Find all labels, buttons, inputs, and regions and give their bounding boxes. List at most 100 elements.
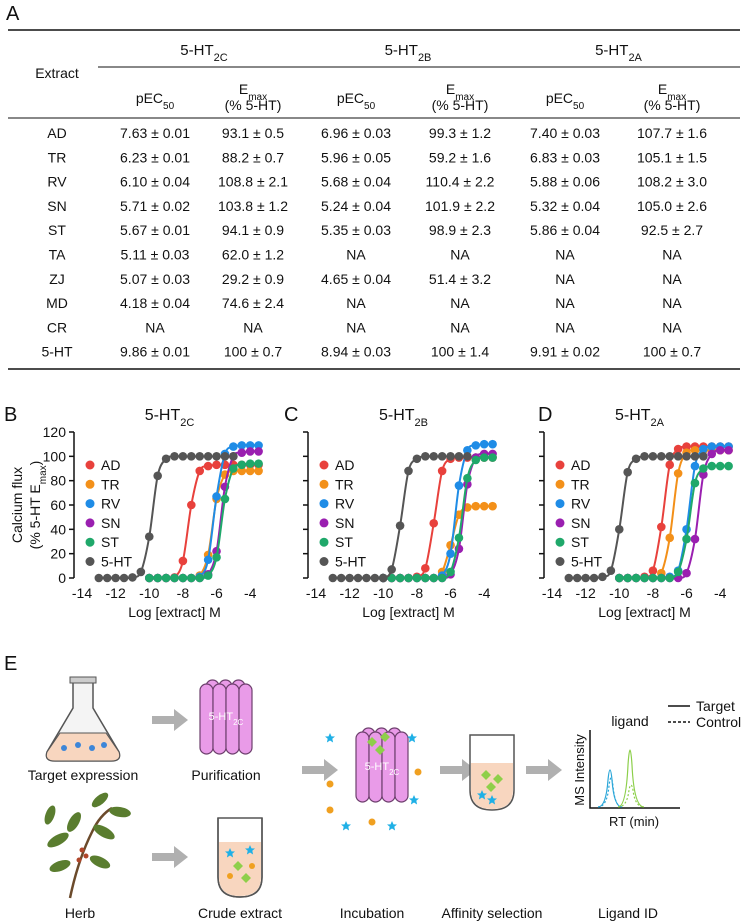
legend-label: SN <box>335 515 354 531</box>
data-point <box>245 466 255 476</box>
pec50-header-base: pEC <box>546 90 573 106</box>
x-tick-label: -14 <box>72 585 92 601</box>
panel-label: B <box>4 404 17 426</box>
fit-line <box>619 464 729 580</box>
emax-header-sub: max <box>667 92 686 103</box>
data-point <box>673 444 683 454</box>
data-point <box>690 534 700 544</box>
x-tick-label: -14 <box>306 585 326 601</box>
legend-marker <box>555 557 565 566</box>
x-axis-label: Log [extract] M <box>362 604 455 620</box>
data-point <box>479 439 489 449</box>
data-point <box>153 471 162 481</box>
y-axis-label-part: ) <box>27 461 43 466</box>
legend-marker <box>555 537 565 547</box>
receptor-label: 5-HT2C <box>365 761 400 777</box>
table-cell: 59.2 ± 1.6 <box>429 149 491 165</box>
fit-line <box>149 462 259 580</box>
data-point <box>212 452 221 461</box>
x-tick-label: -12 <box>340 585 360 601</box>
data-point <box>178 452 188 461</box>
step-label: Crude extract <box>198 905 282 921</box>
panel-label: E <box>4 653 17 675</box>
legend-marker <box>85 499 95 509</box>
y-tick-label: 0 <box>58 570 66 586</box>
row-header: 5-HT <box>41 344 73 360</box>
data-point <box>657 573 666 583</box>
table-cell: 5.35 ± 0.03 <box>321 222 391 238</box>
legend-marker <box>319 499 329 509</box>
receptor-header-sub: 2C <box>214 52 228 64</box>
receptor-label-base: 5-HT <box>209 711 234 723</box>
receptor-header-sub: 2B <box>418 52 431 64</box>
emax-header-unit: (% 5-HT) <box>225 97 282 113</box>
data-point <box>404 466 413 476</box>
data-point <box>94 573 104 583</box>
x-axis-label: Log [extract] M <box>598 604 691 620</box>
data-point <box>203 571 213 580</box>
table-cell: 4.18 ± 0.04 <box>120 295 190 311</box>
y-axis-label-part: (% 5-HT E <box>27 484 43 549</box>
data-point <box>724 461 733 471</box>
data-point <box>665 533 675 543</box>
receptor-header-base: 5-HT <box>180 42 213 59</box>
data-point <box>237 460 247 470</box>
x-tick-label: -8 <box>647 585 660 601</box>
x-axis-label: Log [extract] M <box>128 604 221 620</box>
x-tick-label: -8 <box>177 585 190 601</box>
data-point <box>454 452 464 461</box>
data-point <box>404 573 413 583</box>
table-cell: 100 ± 0.7 <box>643 344 701 360</box>
y-tick-label: 40 <box>50 521 66 537</box>
legend-marker <box>319 557 329 566</box>
data-point <box>212 492 221 501</box>
x-tick-label: -4 <box>714 585 727 601</box>
emax-header: Emax <box>658 81 686 103</box>
data-point <box>187 500 196 510</box>
data-point <box>471 501 481 511</box>
x-tick-label: -12 <box>576 585 596 601</box>
table-cell: NA <box>450 295 470 311</box>
data-point <box>345 573 354 583</box>
data-point <box>421 563 430 573</box>
emax-header-base: E <box>658 81 667 97</box>
receptor-header: 5-HT2A <box>595 42 642 64</box>
table-cell: 8.94 ± 0.03 <box>321 344 391 360</box>
data-point <box>699 444 708 454</box>
data-point <box>673 567 683 577</box>
row-header: ZJ <box>49 271 65 287</box>
table-cell: NA <box>450 247 470 263</box>
table-cell: NA <box>662 295 682 311</box>
data-point <box>454 533 464 543</box>
pec50-header-sub: 50 <box>163 101 175 112</box>
data-point <box>606 566 616 575</box>
table-cell: 6.96 ± 0.03 <box>321 125 391 141</box>
data-point <box>245 459 255 468</box>
data-point <box>564 573 574 583</box>
data-point <box>362 573 371 583</box>
panel-label: D <box>538 404 552 426</box>
data-point <box>128 573 137 582</box>
data-point <box>412 454 422 464</box>
legend-marker <box>85 518 95 528</box>
table-cell: NA <box>145 319 165 335</box>
data-point <box>682 525 691 534</box>
emax-header-unit: (% 5-HT) <box>432 97 489 113</box>
table-cell: 92.5 ± 2.7 <box>641 222 703 238</box>
row-header: CR <box>47 319 67 335</box>
table-cell: 105.0 ± 2.6 <box>637 198 707 214</box>
data-point <box>589 573 599 583</box>
chart-title: 5-HT2C <box>145 407 195 429</box>
chart-title-base: 5-HT <box>145 407 181 424</box>
table-cell: NA <box>662 271 682 287</box>
receptor-header: 5-HT2C <box>180 42 227 64</box>
data-point <box>237 448 247 457</box>
chart-title-base: 5-HT <box>615 407 651 424</box>
legend-label: SN <box>571 515 590 531</box>
legend-label: 5-HT <box>571 554 603 570</box>
legend-marker <box>85 537 95 547</box>
row-header: TR <box>48 149 67 165</box>
table-cell: NA <box>555 247 575 263</box>
x-tick-label: -6 <box>444 585 457 601</box>
